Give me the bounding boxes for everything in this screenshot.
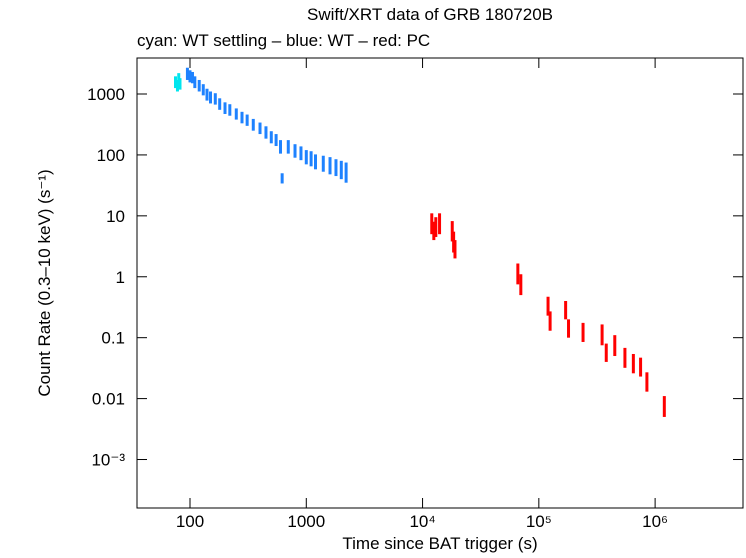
- x-tick-label: 10⁴: [409, 512, 435, 531]
- y-tick-label: 10: [106, 207, 125, 226]
- x-tick-label: 100: [176, 512, 204, 531]
- y-tick-label: 100: [97, 146, 125, 165]
- plot-frame: [136, 57, 744, 509]
- y-tick-label: 1: [116, 268, 125, 287]
- y-tick-label: 0.1: [101, 329, 125, 348]
- x-axis-label: Time since BAT trigger (s): [342, 534, 537, 553]
- x-tick-label: 1000: [287, 512, 325, 531]
- y-tick-label: 0.01: [92, 390, 125, 409]
- x-tick-label: 10⁶: [642, 512, 668, 531]
- y-tick-label: 1000: [87, 85, 125, 104]
- chart-subtitle: cyan: WT settling – blue: WT – red: PC: [137, 31, 430, 50]
- y-tick-label: 10⁻³: [91, 451, 125, 470]
- x-tick-label: 10⁵: [526, 512, 552, 531]
- y-axis-label: Count Rate (0.3–10 keV) (s⁻¹): [35, 169, 54, 396]
- chart-title: Swift/XRT data of GRB 180720B: [307, 5, 553, 24]
